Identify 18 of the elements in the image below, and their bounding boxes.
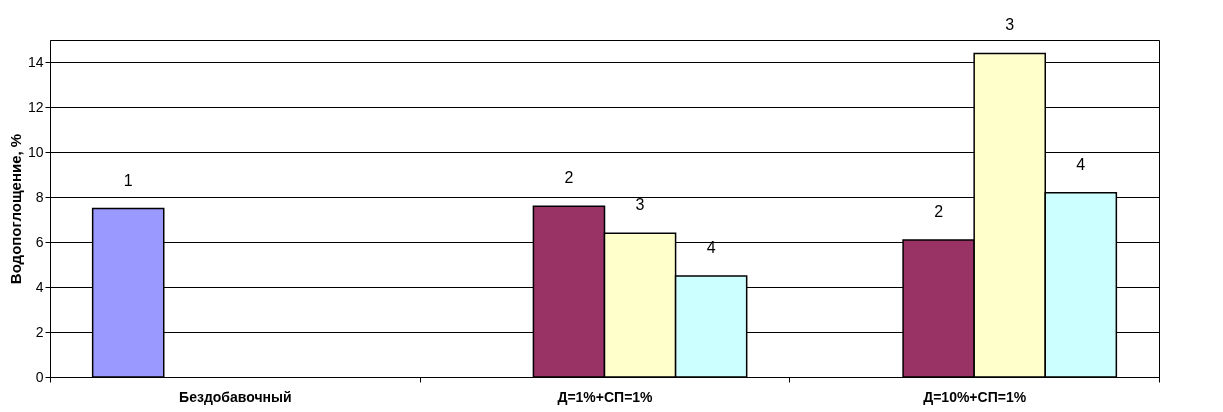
- y-tick-label: 14: [27, 53, 44, 70]
- series-label: 3: [635, 196, 645, 214]
- y-tick-label: 10: [27, 143, 44, 160]
- y-tick-label: 6: [35, 233, 44, 250]
- y-tick-label: 12: [27, 98, 44, 115]
- series-label: 1: [123, 171, 133, 189]
- y-tick-label: 0: [35, 368, 44, 385]
- text: 4: [1076, 155, 1086, 173]
- text: 2: [934, 202, 944, 220]
- x-tick-label: Д=1%+СП=1%: [557, 388, 654, 405]
- x-tick-label: Бездобавочный: [179, 388, 292, 405]
- series-label: 2: [564, 169, 574, 187]
- x-tick-label: Д=10%+СП=1%: [923, 388, 1027, 405]
- y-axis-title: Водопоглощение, %: [6, 133, 24, 285]
- text: 3: [1005, 16, 1015, 34]
- y-tick-label: 4: [35, 278, 44, 295]
- y-tick-label: 2: [35, 323, 44, 340]
- y-tick-label: 8: [35, 188, 44, 205]
